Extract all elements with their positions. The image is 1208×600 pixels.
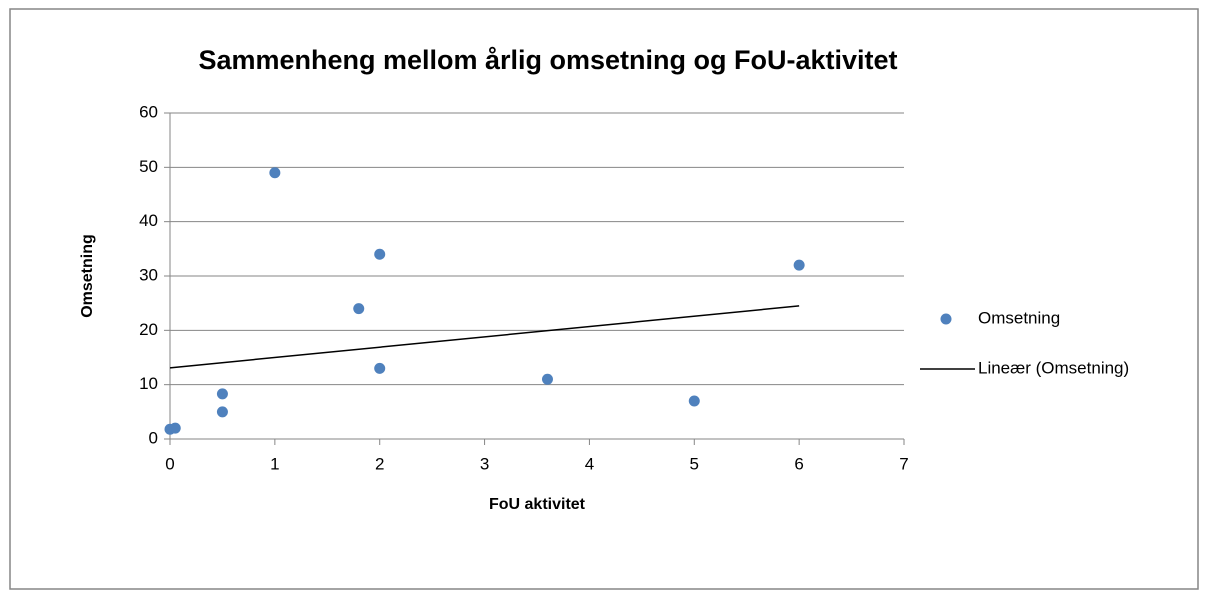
y-axis-label: Omsetning bbox=[79, 234, 96, 318]
x-tick-label: 4 bbox=[585, 454, 594, 473]
data-point bbox=[169, 422, 181, 434]
y-tick-label: 50 bbox=[139, 157, 158, 176]
legend-label: Lineær (Omsetning) bbox=[978, 358, 1129, 377]
chart-border bbox=[9, 8, 1199, 590]
legend-label: Omsetning bbox=[978, 308, 1060, 327]
chart-title: Sammenheng mellom årlig omsetning og FoU… bbox=[198, 45, 897, 75]
data-point bbox=[688, 395, 700, 407]
data-point bbox=[793, 259, 805, 271]
legend-marker bbox=[940, 313, 952, 325]
x-tick-label: 5 bbox=[690, 454, 699, 473]
data-point bbox=[216, 406, 228, 418]
y-tick-label: 10 bbox=[139, 374, 158, 393]
data-point bbox=[353, 303, 365, 315]
y-tick-label: 60 bbox=[139, 102, 158, 121]
data-point bbox=[216, 388, 228, 400]
x-tick-label: 2 bbox=[375, 454, 384, 473]
trend-line bbox=[169, 305, 800, 369]
y-tick-label: 30 bbox=[139, 265, 158, 284]
y-tick-label: 40 bbox=[139, 211, 158, 230]
data-point bbox=[541, 373, 553, 385]
data-point bbox=[374, 362, 386, 374]
x-tick-label: 6 bbox=[794, 454, 803, 473]
y-tick-label: 20 bbox=[139, 320, 158, 339]
x-tick-label: 1 bbox=[270, 454, 279, 473]
x-tick-label: 7 bbox=[899, 454, 908, 473]
data-point bbox=[374, 248, 386, 260]
x-tick-label: 0 bbox=[165, 454, 174, 473]
y-tick-label: 0 bbox=[149, 428, 158, 447]
data-point bbox=[269, 167, 281, 179]
x-tick-label: 3 bbox=[480, 454, 489, 473]
x-axis-label: FoU aktivitet bbox=[489, 496, 586, 513]
